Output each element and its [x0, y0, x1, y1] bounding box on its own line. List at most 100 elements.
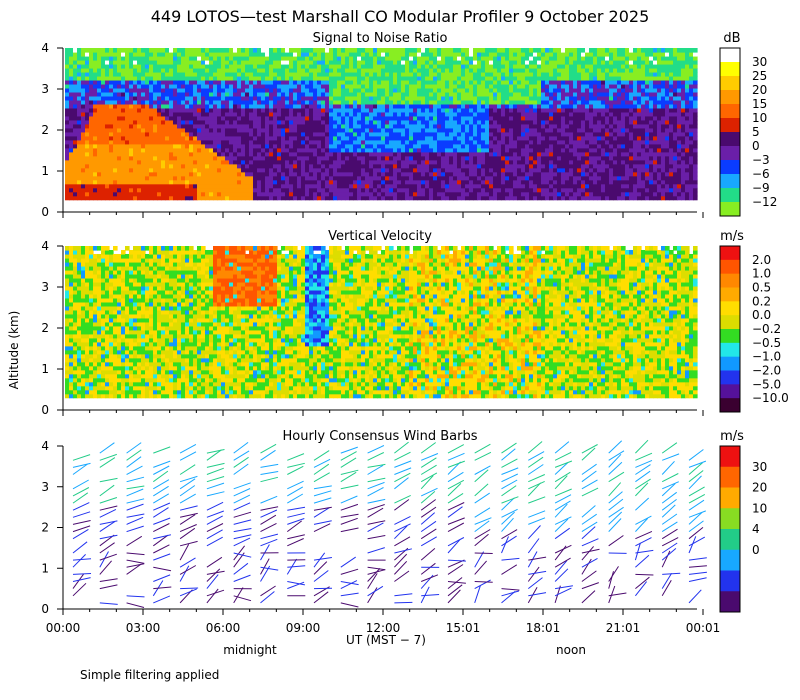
- snr-cell: [109, 195, 114, 201]
- snr-cell: [225, 167, 230, 173]
- snr-cell: [529, 103, 534, 109]
- snr-cell: [457, 79, 462, 85]
- snr-cell: [369, 127, 374, 133]
- snr-cell: [237, 99, 242, 105]
- snr-cell: [241, 55, 246, 61]
- snr-cell: [137, 183, 142, 189]
- snr-cell: [185, 119, 190, 125]
- snr-cell: [485, 103, 490, 109]
- snr-cell: [93, 115, 98, 121]
- snr-cell: [561, 79, 566, 85]
- snr-cell: [129, 103, 134, 109]
- snr-cell: [109, 51, 114, 57]
- snr-cell: [137, 75, 142, 81]
- snr-cell: [529, 107, 534, 113]
- snr-cell: [89, 195, 94, 201]
- snr-cell: [509, 195, 514, 201]
- snr-cell: [89, 167, 94, 173]
- snr-cell: [421, 103, 426, 109]
- snr-cell: [533, 55, 538, 61]
- snr-cell: [517, 195, 522, 201]
- snr-cell: [337, 79, 342, 85]
- snr-cell: [401, 139, 406, 145]
- snr-cell: [185, 123, 190, 129]
- snr-cell: [513, 71, 518, 77]
- snr-cell: [73, 151, 78, 157]
- snr-cell: [85, 147, 90, 153]
- snr-cell: [445, 107, 450, 113]
- snr-cell: [325, 195, 330, 201]
- snr-cell: [169, 79, 174, 85]
- snr-cell: [153, 135, 158, 141]
- snr-cell: [329, 59, 334, 65]
- snr-cell: [293, 115, 298, 121]
- snr-cell: [277, 63, 282, 69]
- snr-cell: [273, 195, 278, 201]
- snr-cell: [281, 48, 286, 53]
- snr-cell: [377, 127, 382, 133]
- snr-cell: [489, 59, 494, 65]
- snr-cell: [249, 75, 254, 81]
- snr-cell: [529, 79, 534, 85]
- snr-cell: [281, 103, 286, 109]
- snr-cell: [109, 179, 114, 185]
- snr-cell: [549, 187, 554, 193]
- snr-cell: [273, 123, 278, 129]
- snr-cell: [165, 87, 170, 93]
- snr-cell: [437, 123, 442, 129]
- snr-cell: [409, 99, 414, 105]
- snr-cell: [353, 71, 358, 77]
- snr-cell: [385, 67, 390, 73]
- snr-cell: [133, 163, 138, 169]
- snr-cell: [297, 51, 302, 57]
- snr-cell: [65, 151, 70, 157]
- snr-cell: [201, 175, 206, 181]
- snr-cell: [489, 135, 494, 141]
- snr-cell: [345, 163, 350, 169]
- snr-cell: [129, 195, 134, 201]
- snr-cell: [357, 163, 362, 169]
- snr-cell: [425, 87, 430, 93]
- snr-cell: [317, 59, 322, 65]
- snr-cell: [189, 75, 194, 81]
- snr-cell: [389, 75, 394, 81]
- snr-cell: [385, 59, 390, 65]
- snr-cell: [465, 107, 470, 113]
- snr-cell: [189, 119, 194, 125]
- snr-cell: [289, 67, 294, 73]
- snr-cell: [533, 63, 538, 69]
- snr-cell: [381, 155, 386, 161]
- snr-cell: [477, 67, 482, 73]
- snr-cell: [109, 111, 114, 117]
- snr-cell: [409, 119, 414, 125]
- snr-cell: [289, 147, 294, 153]
- snr-cell: [121, 151, 126, 157]
- snr-cell: [397, 139, 402, 145]
- snr-cell: [353, 103, 358, 109]
- snr-cell: [509, 127, 514, 133]
- snr-cell: [253, 115, 258, 121]
- snr-cell: [329, 71, 334, 77]
- snr-cell: [421, 55, 426, 61]
- snr-cell: [365, 187, 370, 193]
- snr-cell: [577, 147, 582, 153]
- snr-cell: [457, 171, 462, 177]
- snr-cell: [193, 75, 198, 81]
- snr-cell: [233, 59, 238, 65]
- snr-cell: [241, 175, 246, 181]
- snr-cell: [513, 123, 518, 129]
- snr-cell: [489, 183, 494, 189]
- snr-cell: [93, 87, 98, 93]
- snr-cell: [497, 87, 502, 93]
- snr-cell: [477, 99, 482, 105]
- snr-cell: [469, 71, 474, 77]
- snr-cell: [77, 55, 82, 61]
- snr-cell: [561, 191, 566, 197]
- snr-cell: [285, 139, 290, 145]
- snr-cell: [145, 187, 150, 193]
- snr-cell: [425, 111, 430, 117]
- snr-cell: [497, 119, 502, 125]
- snr-cell: [433, 191, 438, 197]
- snr-cell: [105, 151, 110, 157]
- snr-cell: [237, 115, 242, 121]
